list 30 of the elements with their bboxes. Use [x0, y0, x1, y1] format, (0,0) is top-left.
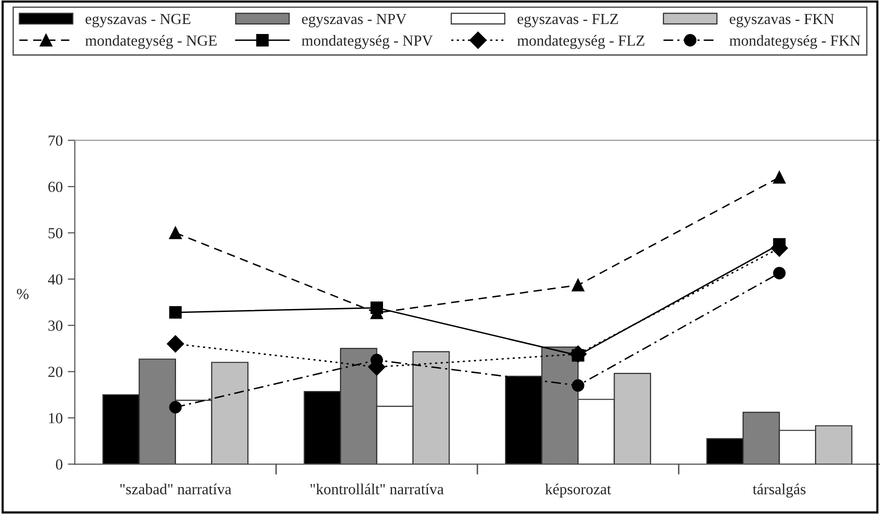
legend-label: egyszavas - NPV — [302, 14, 406, 28]
point — [773, 266, 786, 280]
x-tick-label: képsorozat — [545, 484, 612, 498]
point — [169, 306, 182, 319]
y-tick-label: 50 — [48, 228, 62, 238]
point — [169, 226, 182, 240]
point — [572, 278, 584, 292]
y-tick-label: 70 — [48, 135, 62, 146]
legend-label: egyszavas - NGE — [86, 14, 190, 28]
y-tick-label: 40 — [48, 274, 62, 285]
x-tick-label: "szabad" narratíva — [120, 484, 232, 494]
point — [572, 379, 584, 392]
legend-label: mondategység - FKN — [729, 34, 860, 49]
legend-label: egyszavas - FLZ — [518, 14, 618, 28]
point — [169, 400, 182, 414]
legend-label: egyszavas - FKN — [730, 14, 834, 28]
y-tick-label: 30 — [48, 320, 62, 331]
point — [773, 238, 786, 251]
y-tick-label: 20 — [48, 366, 62, 378]
legend-label: mondategység - FLZ — [517, 34, 644, 49]
point — [166, 335, 184, 352]
legend-label: mondategység - NPV — [302, 34, 433, 49]
x-tick-label: társalgás — [752, 484, 806, 498]
y-tick-label: 0 — [56, 459, 62, 470]
y-tick-label: 10 — [49, 413, 62, 424]
legend-label: mondategység - NGE — [85, 34, 217, 49]
y-tick-label: 60 — [48, 182, 62, 192]
point — [773, 171, 786, 184]
x-tick-label: "kontrollált" narratíva — [310, 484, 444, 494]
y-axis-title: % — [16, 288, 29, 300]
